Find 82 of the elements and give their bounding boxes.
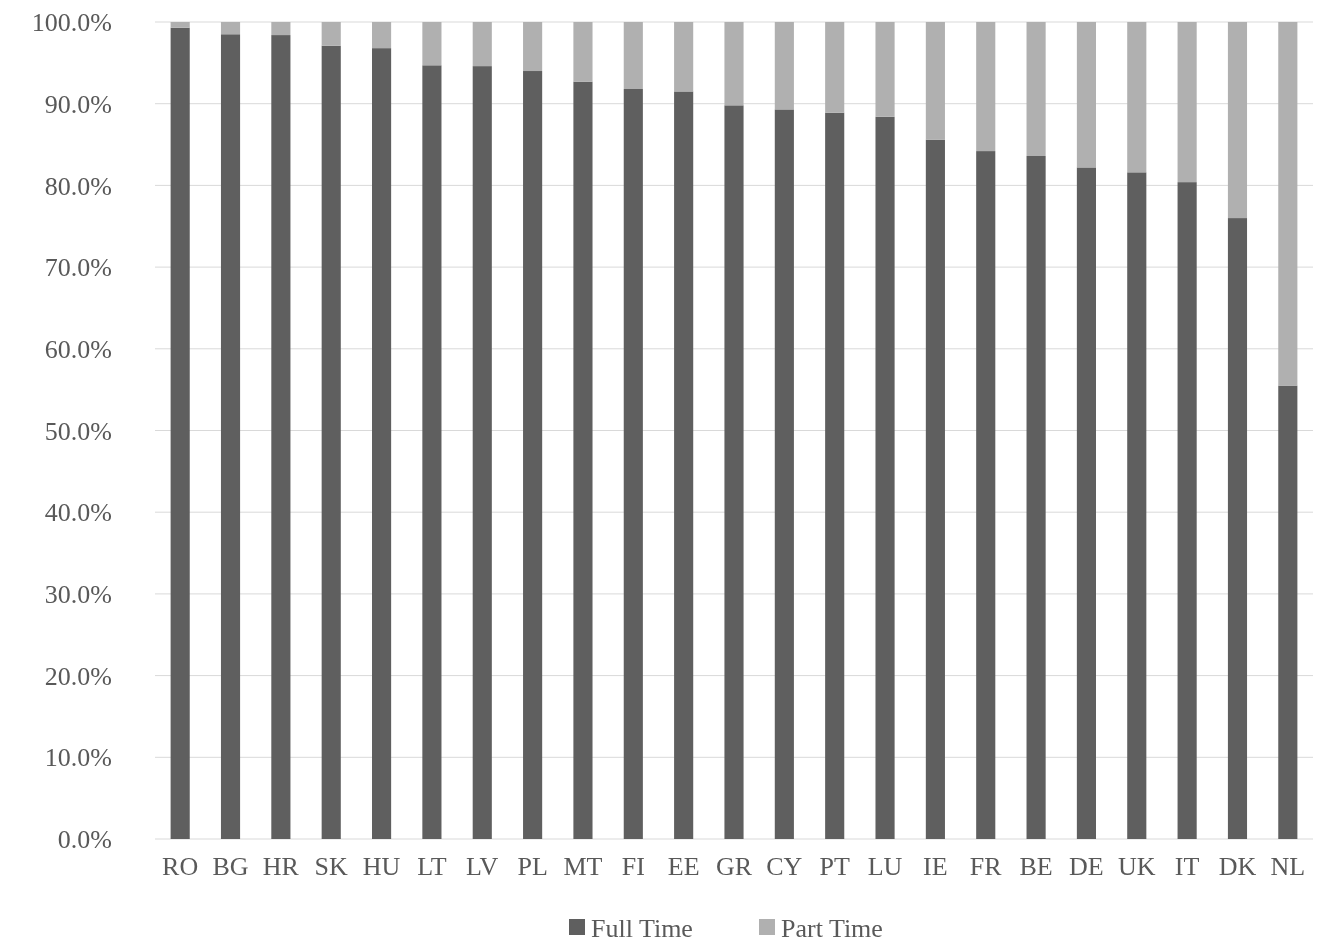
- bar: [1127, 172, 1147, 839]
- x-tick-label: FR: [969, 852, 1003, 881]
- bar: [1227, 22, 1248, 219]
- x-tick-label: LU: [867, 852, 903, 881]
- bar: [321, 45, 341, 839]
- bar: [674, 91, 694, 839]
- bar: [1026, 155, 1046, 839]
- bar: [1076, 22, 1096, 168]
- y-tick-label: 80.0%: [44, 171, 112, 201]
- y-tick-label: 20.0%: [44, 661, 112, 691]
- bar: [1076, 167, 1096, 839]
- bar: [774, 22, 794, 110]
- bar: [825, 22, 845, 113]
- bar: [875, 22, 895, 117]
- bar: [1278, 22, 1298, 386]
- y-tick-label: 10.0%: [44, 743, 112, 773]
- bar: [573, 81, 593, 839]
- y-tick-label: 50.0%: [44, 416, 112, 446]
- bar: [1177, 22, 1197, 183]
- x-tick-label: MT: [563, 852, 603, 881]
- bar: [372, 22, 392, 49]
- bar: [724, 22, 744, 106]
- bar: [472, 22, 492, 67]
- bar: [925, 139, 945, 839]
- bar: [925, 22, 945, 140]
- bar: [623, 22, 643, 89]
- y-tick-label: 90.0%: [44, 89, 112, 119]
- x-tick-label: HU: [362, 852, 401, 881]
- bar: [1127, 22, 1147, 173]
- y-tick-label: 60.0%: [44, 334, 112, 364]
- bar: [523, 22, 543, 72]
- y-tick-label: 40.0%: [44, 498, 112, 528]
- bar: [271, 35, 291, 839]
- legend-label: Full Time: [591, 914, 693, 943]
- x-tick-label: GR: [715, 852, 753, 881]
- x-tick-label: DE: [1069, 852, 1104, 881]
- bar: [321, 22, 341, 46]
- x-tick-label: SK: [314, 852, 349, 881]
- bar: [372, 48, 392, 839]
- x-tick-label: PT: [819, 852, 850, 881]
- bar: [825, 112, 845, 839]
- x-tick-label: DK: [1218, 852, 1257, 881]
- bar: [472, 66, 492, 839]
- bar: [1177, 182, 1197, 839]
- x-tick-label: BE: [1019, 852, 1053, 881]
- bar: [774, 109, 794, 839]
- bar: [271, 22, 291, 36]
- bar: [523, 71, 543, 839]
- x-tick-label: PL: [517, 852, 548, 881]
- x-tick-label: NL: [1270, 852, 1306, 881]
- bar: [220, 34, 241, 839]
- bar: [674, 22, 694, 92]
- bar: [1227, 218, 1248, 839]
- bar: [1026, 22, 1046, 156]
- bar: [724, 105, 744, 839]
- bar: [422, 65, 442, 839]
- x-tick-label: LV: [466, 852, 499, 881]
- x-tick-label: FI: [621, 852, 645, 881]
- bar: [220, 22, 241, 35]
- bar: [170, 27, 190, 839]
- bar: [976, 22, 996, 152]
- y-tick-label: 100.0%: [31, 8, 112, 38]
- bar: [875, 116, 895, 839]
- x-tick-label: IE: [923, 852, 948, 881]
- x-tick-label: LT: [417, 852, 447, 881]
- x-tick-label: UK: [1118, 852, 1156, 881]
- bar: [1278, 385, 1298, 839]
- bar: [573, 22, 593, 82]
- bar: [422, 22, 442, 66]
- x-tick-label: EE: [667, 852, 700, 881]
- y-tick-label: 30.0%: [44, 580, 112, 609]
- legend-label: Part Time: [781, 914, 883, 943]
- x-tick-label: CY: [766, 852, 803, 881]
- y-tick-label: 0.0%: [57, 825, 112, 855]
- x-tick-label: IT: [1174, 852, 1200, 881]
- bar: [170, 22, 190, 28]
- bar: [976, 151, 996, 839]
- bar: [623, 88, 643, 839]
- y-tick-label: 70.0%: [44, 253, 112, 283]
- x-tick-label: HR: [262, 852, 300, 881]
- x-tick-label: BG: [212, 852, 249, 881]
- x-tick-label: RO: [162, 852, 199, 881]
